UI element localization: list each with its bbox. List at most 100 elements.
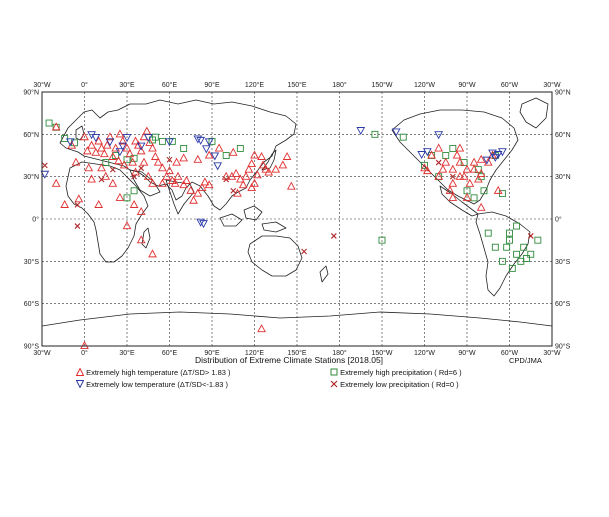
square-icon xyxy=(330,368,338,376)
high-precipitation-marker xyxy=(491,243,499,251)
high-precipitation-marker xyxy=(470,194,478,202)
high-precipitation-marker xyxy=(506,229,513,237)
high-temperature-marker xyxy=(150,151,160,160)
bottom-longitude-tick-label: 120°E xyxy=(245,349,264,357)
bottom-longitude-tick-label: 0° xyxy=(81,349,88,357)
low-temperature-marker xyxy=(199,220,208,229)
high-temperature-marker xyxy=(214,143,224,152)
high-temperature-marker xyxy=(119,160,129,169)
coastline-central-america xyxy=(439,185,479,217)
right-latitude-tick-label: 30°N xyxy=(555,173,571,181)
high-temperature-marker xyxy=(448,192,458,201)
low-temperature-marker xyxy=(493,151,503,160)
high-temperature-marker xyxy=(136,146,146,155)
coastline-japan xyxy=(261,149,277,171)
low-temperature-marker xyxy=(213,162,223,171)
low-temperature-marker xyxy=(210,152,220,161)
high-temperature-marker xyxy=(438,164,448,173)
triangle-up-icon xyxy=(75,367,85,376)
low-precipitation-marker xyxy=(230,187,237,194)
high-temperature-marker xyxy=(139,157,149,166)
low-precipitation-marker xyxy=(74,202,81,208)
high-precipitation-marker xyxy=(102,159,110,167)
high-temperature-marker xyxy=(170,178,180,187)
low-temperature-marker xyxy=(490,153,500,162)
low-temperature-marker xyxy=(122,134,132,143)
high-temperature-marker xyxy=(247,159,257,168)
high-precipitation-marker xyxy=(508,264,516,272)
high-temperature-marker xyxy=(60,199,70,208)
high-temperature-marker xyxy=(125,149,135,158)
high-temperature-marker xyxy=(179,153,189,162)
high-precipitation-marker xyxy=(513,222,521,230)
top-longitude-tick-label: 30°W xyxy=(543,81,561,89)
coastline-greenland xyxy=(519,97,549,129)
high-temperature-marker xyxy=(459,171,469,180)
coastline-north-america xyxy=(391,109,519,205)
right-latitude-tick-label: 60°N xyxy=(555,131,571,139)
high-temperature-marker xyxy=(420,163,429,172)
high-precipitation-marker xyxy=(399,133,407,141)
high-temperature-marker xyxy=(87,140,96,149)
high-temperature-marker xyxy=(469,164,479,173)
high-temperature-marker xyxy=(108,151,118,160)
high-temperature-marker xyxy=(250,178,259,187)
top-longitude-tick-label: 150°W xyxy=(371,81,392,89)
high-precipitation-marker xyxy=(45,119,53,127)
legend-high-precipitation-label: Extremely high precipitation ( Rd=6 ) xyxy=(340,368,462,377)
high-temperature-marker xyxy=(51,178,61,187)
high-temperature-marker xyxy=(483,157,493,166)
top-longitude-tick-label: 120°W xyxy=(414,81,435,89)
high-temperature-marker xyxy=(257,324,266,333)
high-temperature-marker xyxy=(197,183,207,192)
coastline-antarctica xyxy=(41,311,553,327)
coastline-india xyxy=(165,179,195,215)
top-longitude-tick-label: 180° xyxy=(332,81,347,89)
high-temperature-marker xyxy=(455,171,465,180)
bottom-longitude-tick-label: 30°W xyxy=(33,349,51,357)
high-temperature-marker xyxy=(252,170,262,179)
high-precipitation-marker xyxy=(378,236,386,244)
left-latitude-tick-label: 90°S xyxy=(24,343,40,351)
triangle-down-icon xyxy=(75,380,85,389)
high-temperature-marker xyxy=(278,160,288,169)
high-precipitation-marker xyxy=(449,144,457,152)
high-precipitation-marker xyxy=(158,137,166,145)
right-latitude-tick-label: 30°S xyxy=(555,258,571,266)
high-temperature-marker xyxy=(455,143,465,152)
high-temperature-marker xyxy=(182,175,191,184)
high-temperature-marker xyxy=(82,146,92,155)
low-temperature-marker xyxy=(196,136,206,145)
high-temperature-marker xyxy=(286,181,296,190)
high-temperature-marker xyxy=(101,171,111,180)
high-temperature-marker xyxy=(455,157,465,166)
high-precipitation-marker xyxy=(130,187,138,195)
high-temperature-marker xyxy=(148,143,157,152)
bottom-longitude-tick-label: 30°E xyxy=(119,349,135,357)
low-temperature-marker xyxy=(204,138,214,147)
right-latitude-tick-label: 60°S xyxy=(555,300,571,308)
high-temperature-marker xyxy=(231,168,241,177)
high-temperature-marker xyxy=(94,199,104,208)
high-temperature-marker xyxy=(258,160,268,169)
high-temperature-marker xyxy=(153,157,163,166)
high-temperature-marker xyxy=(167,175,177,184)
low-precipitation-marker xyxy=(131,173,137,180)
coastline-arabia xyxy=(129,169,161,197)
high-temperature-marker xyxy=(131,136,140,145)
high-precipitation-marker xyxy=(513,250,521,258)
high-temperature-marker xyxy=(204,180,214,189)
low-temperature-marker xyxy=(196,218,206,227)
low-precipitation-marker xyxy=(41,162,48,169)
high-temperature-marker xyxy=(422,166,432,175)
high-temperature-marker xyxy=(71,157,81,166)
high-temperature-marker xyxy=(250,150,259,159)
low-precipitation-marker xyxy=(166,156,173,163)
high-temperature-marker xyxy=(129,199,139,208)
high-temperature-marker xyxy=(193,188,203,197)
high-temperature-marker xyxy=(434,171,444,180)
high-temperature-marker xyxy=(204,150,214,159)
high-temperature-marker xyxy=(133,140,143,149)
bottom-longitude-tick-label: 90°W xyxy=(458,349,476,357)
